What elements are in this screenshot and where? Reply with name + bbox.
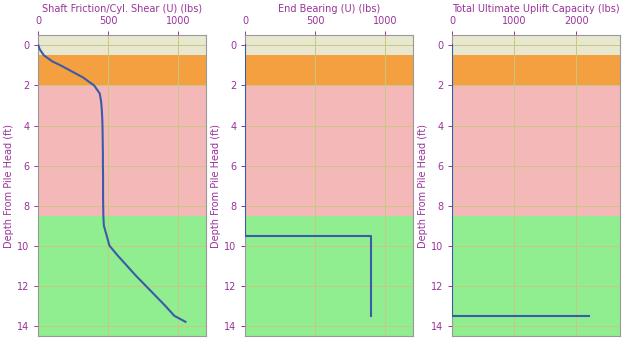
Bar — [452, 216, 620, 336]
Y-axis label: Depth From Pile Head (ft): Depth From Pile Head (ft) — [212, 124, 222, 248]
Bar — [38, 55, 206, 85]
Bar — [245, 35, 412, 55]
Bar — [245, 216, 412, 336]
Bar — [38, 216, 206, 336]
Bar — [245, 55, 412, 85]
Bar — [452, 55, 620, 85]
Bar — [452, 85, 620, 216]
Y-axis label: Depth From Pile Head (ft): Depth From Pile Head (ft) — [4, 124, 14, 248]
Title: Shaft Friction/Cyl. Shear (U) (lbs): Shaft Friction/Cyl. Shear (U) (lbs) — [42, 4, 202, 14]
Bar — [452, 35, 620, 55]
Bar — [38, 85, 206, 216]
Title: End Bearing (U) (lbs): End Bearing (U) (lbs) — [278, 4, 380, 14]
Bar — [38, 35, 206, 55]
Bar — [245, 85, 412, 216]
Y-axis label: Depth From Pile Head (ft): Depth From Pile Head (ft) — [418, 124, 428, 248]
Title: Total Ultimate Uplift Capacity (lbs): Total Ultimate Uplift Capacity (lbs) — [452, 4, 620, 14]
